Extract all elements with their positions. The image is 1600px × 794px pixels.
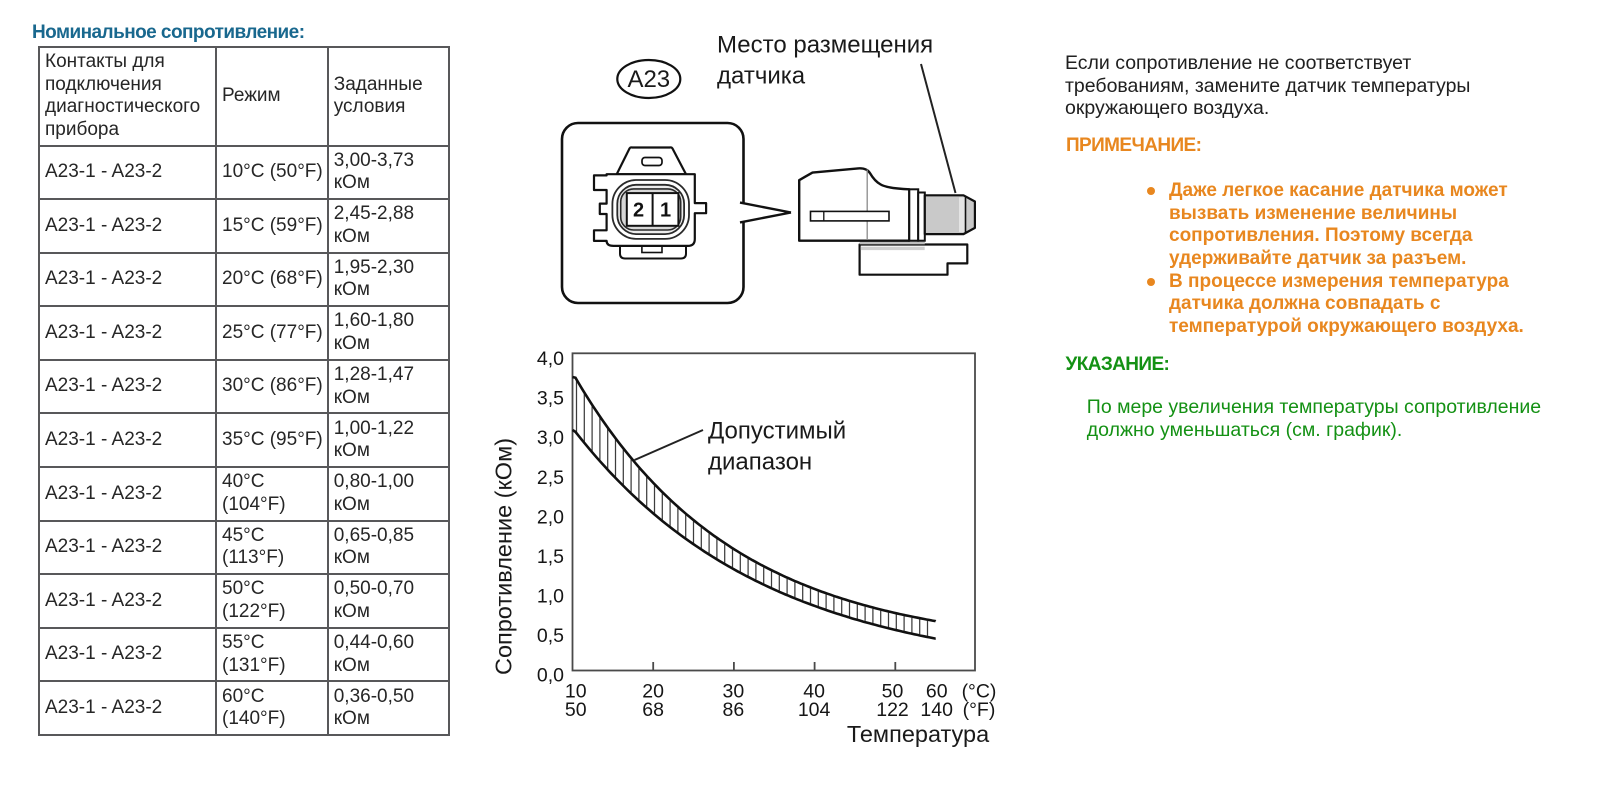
svg-text:2,0: 2,0 [537,506,564,528]
svg-text:68: 68 [642,699,664,721]
svg-text:30: 30 [723,681,745,703]
svg-text:датчика: датчика [717,63,806,90]
svg-text:104: 104 [798,699,831,721]
svg-text:Допустимый: Допустимый [708,418,846,445]
svg-text:1: 1 [660,200,671,222]
svg-text:122: 122 [876,699,909,721]
svg-text:Температура: Температура [847,721,990,747]
svg-text:86: 86 [723,699,745,721]
svg-text:10: 10 [565,681,587,703]
svg-text:3,0: 3,0 [537,427,564,449]
svg-text:A23: A23 [627,66,670,93]
svg-text:1,5: 1,5 [537,546,564,568]
svg-text:(°F): (°F) [963,699,996,721]
svg-text:(°C): (°C) [962,681,997,703]
svg-text:2: 2 [633,200,644,222]
svg-text:50: 50 [565,699,587,721]
svg-text:0,0: 0,0 [537,665,564,687]
svg-text:1,0: 1,0 [537,586,564,608]
svg-text:3,5: 3,5 [537,388,564,410]
svg-text:4,0: 4,0 [537,348,564,370]
svg-text:50: 50 [882,681,904,703]
svg-text:0,5: 0,5 [537,625,564,647]
svg-text:40: 40 [803,681,825,703]
svg-text:Сопротивление (кОм): Сопротивление (кОм) [491,438,517,675]
svg-text:диапазон: диапазон [708,449,812,476]
svg-text:Место размещения: Место размещения [717,32,933,59]
svg-text:60: 60 [926,681,948,703]
svg-text:2,5: 2,5 [537,467,564,489]
svg-text:140: 140 [920,699,953,721]
svg-text:20: 20 [642,681,664,703]
